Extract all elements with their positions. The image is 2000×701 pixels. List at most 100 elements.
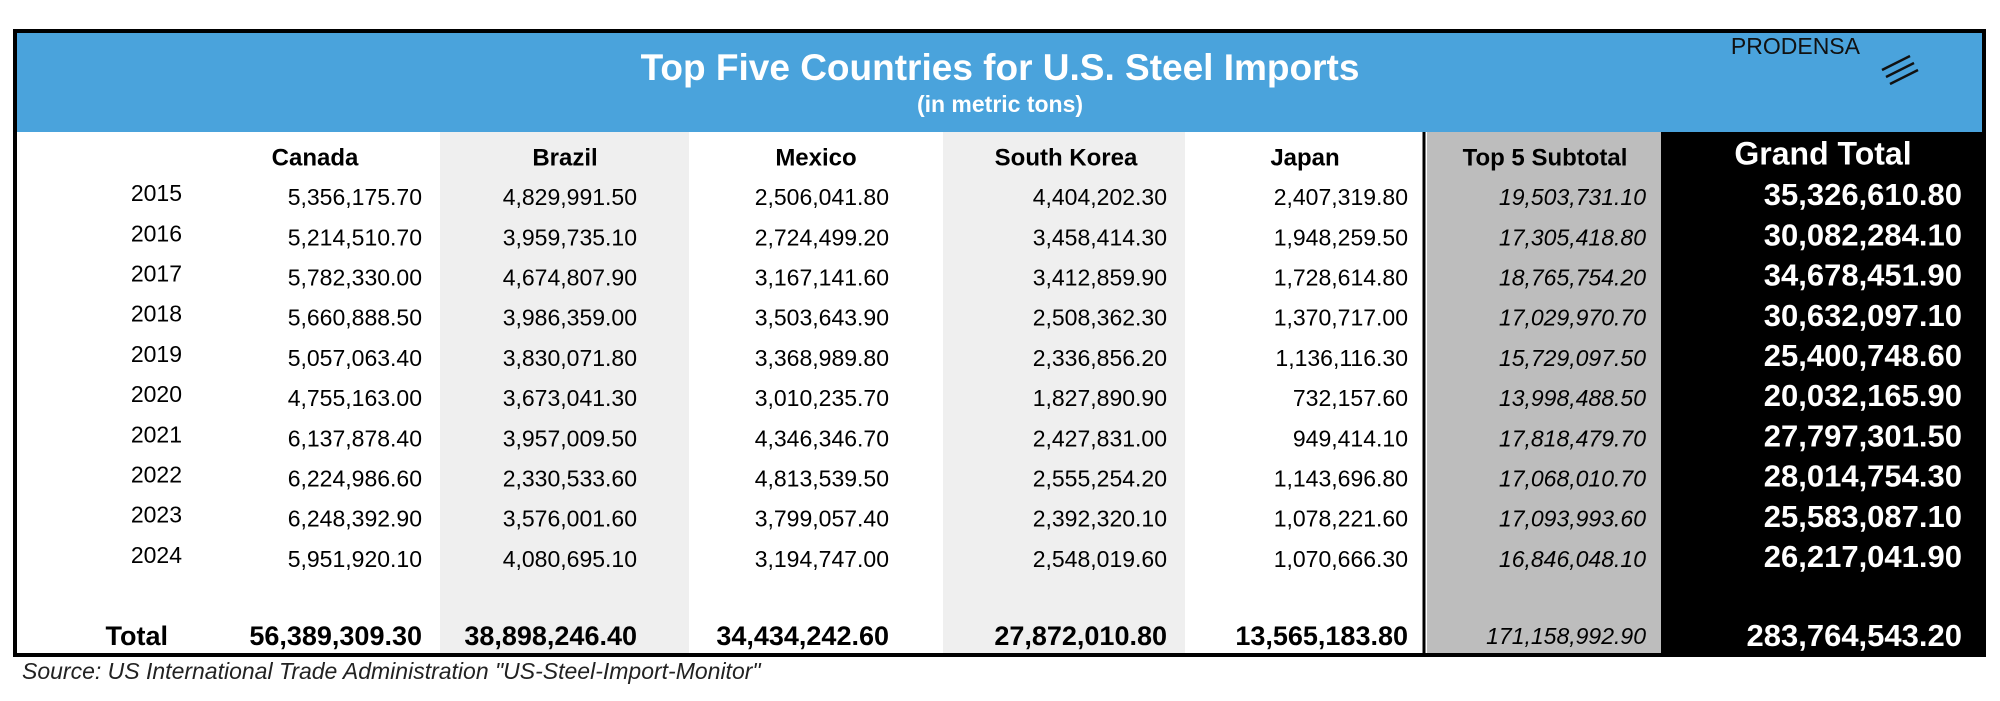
subtotal-cell: 19,503,731.10 — [1499, 184, 1646, 210]
total-cell: 34,434,242.60 — [716, 621, 889, 651]
value-cell: 3,503,643.90 — [755, 305, 889, 331]
subtotal-cell: 17,068,010.70 — [1499, 465, 1646, 491]
value-cell: 2,427,831.00 — [1033, 425, 1167, 451]
value-cell: 4,404,202.30 — [1033, 184, 1167, 210]
value-cell: 5,660,888.50 — [288, 305, 422, 331]
subtotal-shade — [1427, 132, 1661, 655]
value-cell: 2,506,041.80 — [755, 184, 889, 210]
value-cell: 5,214,510.70 — [288, 224, 422, 250]
subtotal-cell: 17,818,479.70 — [1499, 425, 1646, 451]
column-header: Japan — [1270, 144, 1339, 171]
grand-total-cell: 30,632,097.10 — [1764, 298, 1962, 333]
value-cell: 6,137,878.40 — [288, 425, 422, 451]
value-cell: 3,576,001.60 — [503, 506, 637, 532]
source-note: Source: US International Trade Administr… — [22, 658, 762, 684]
value-cell: 2,724,499.20 — [755, 224, 889, 250]
total-cell: 13,565,183.80 — [1235, 621, 1408, 651]
value-cell: 3,957,009.50 — [503, 425, 637, 451]
value-cell: 732,157.60 — [1293, 385, 1408, 411]
row-label: 2018 — [131, 301, 182, 327]
grand-total-cell: 30,082,284.10 — [1764, 217, 1962, 252]
value-cell: 6,248,392.90 — [288, 506, 422, 532]
value-cell: 3,167,141.60 — [755, 264, 889, 290]
grand-total-shade — [1661, 132, 1984, 655]
value-cell: 3,458,414.30 — [1033, 224, 1167, 250]
column-header: Brazil — [532, 144, 597, 171]
row-label: 2021 — [131, 421, 182, 447]
table-border — [13, 29, 1986, 657]
value-cell: 2,555,254.20 — [1033, 465, 1167, 491]
value-cell: 4,346,346.70 — [755, 425, 889, 451]
value-cell: 6,224,986.60 — [288, 465, 422, 491]
row-label: 2020 — [131, 381, 182, 407]
subtotal-cell: 17,029,970.70 — [1499, 305, 1646, 331]
grand-total-cell: 34,678,451.90 — [1764, 258, 1962, 293]
row-label: 2024 — [131, 542, 182, 568]
column-shade — [943, 132, 1185, 655]
value-cell: 3,368,989.80 — [755, 345, 889, 371]
total-cell: 283,764,543.20 — [1747, 618, 1963, 653]
value-cell: 5,782,330.00 — [288, 264, 422, 290]
row-label: 2015 — [131, 180, 182, 206]
value-cell: 2,508,362.30 — [1033, 305, 1167, 331]
subtotal-cell: 13,998,488.50 — [1499, 385, 1646, 411]
row-label: 2022 — [131, 461, 182, 487]
grand-total-cell: 27,797,301.50 — [1764, 418, 1962, 453]
value-cell: 1,136,116.30 — [1275, 345, 1408, 371]
total-cell: 56,389,309.30 — [249, 621, 422, 651]
grand-total-cell: 20,032,165.90 — [1764, 378, 1962, 413]
grand-total-cell: 28,014,754.30 — [1764, 459, 1962, 494]
value-cell: 3,830,071.80 — [503, 345, 637, 371]
logo-mark — [1881, 54, 1919, 86]
value-cell: 3,010,235.70 — [755, 385, 889, 411]
row-label: 2017 — [131, 260, 182, 286]
value-cell: 5,951,920.10 — [288, 546, 422, 572]
value-cell: 2,330,533.60 — [503, 465, 637, 491]
header-band — [15, 31, 1984, 132]
grand-total-cell: 26,217,041.90 — [1764, 539, 1962, 574]
value-cell: 3,673,041.30 — [503, 385, 637, 411]
value-cell: 4,674,807.90 — [503, 264, 637, 290]
value-cell: 4,755,163.00 — [288, 385, 422, 411]
grand-total-cell: 35,326,610.80 — [1764, 177, 1962, 212]
value-cell: 4,080,695.10 — [503, 546, 637, 572]
value-cell: 3,959,735.10 — [503, 224, 637, 250]
logo: PRODENSA — [1731, 33, 1861, 59]
value-cell: 2,392,320.10 — [1033, 506, 1167, 532]
value-cell: 949,414.10 — [1293, 425, 1408, 451]
value-cell: 1,078,221.60 — [1274, 506, 1408, 532]
column-header: Mexico — [775, 144, 856, 171]
column-header: Canada — [272, 144, 359, 171]
value-cell: 3,194,747.00 — [755, 546, 889, 572]
value-cell: 4,813,539.50 — [755, 465, 889, 491]
subtotal-cell: 15,729,097.50 — [1499, 345, 1646, 371]
total-cell: 38,898,246.40 — [464, 621, 637, 651]
value-cell: 4,829,991.50 — [503, 184, 637, 210]
value-cell: 1,143,696.80 — [1274, 465, 1408, 491]
column-shade — [440, 132, 689, 655]
row-label: 2019 — [131, 341, 182, 367]
value-cell: 3,412,859.90 — [1033, 264, 1167, 290]
subtotal-cell: 17,093,993.60 — [1499, 506, 1646, 532]
column-header: Grand Total — [1734, 135, 1911, 171]
row-label: 2023 — [131, 502, 182, 528]
value-cell: 1,370,717.00 — [1274, 305, 1408, 331]
subtotal-cell: 18,765,754.20 — [1499, 264, 1646, 290]
subtitle: (in metric tons) — [917, 91, 1083, 117]
title: Top Five Countries for U.S. Steel Import… — [641, 47, 1360, 88]
value-cell: 1,948,259.50 — [1274, 224, 1408, 250]
total-cell: 27,872,010.80 — [994, 621, 1167, 651]
value-cell: 3,986,359.00 — [503, 305, 637, 331]
value-cell: 1,070,666.30 — [1274, 546, 1408, 572]
subtotal-cell: 16,846,048.10 — [1499, 546, 1646, 572]
value-cell: 3,799,057.40 — [755, 506, 889, 532]
grand-total-cell: 25,400,748.60 — [1764, 338, 1962, 373]
column-header: South Korea — [995, 144, 1138, 171]
row-label: 2016 — [131, 220, 182, 246]
total-label: Total — [106, 621, 169, 651]
grand-total-cell: 25,583,087.10 — [1764, 499, 1962, 534]
value-cell: 1,827,890.90 — [1033, 385, 1167, 411]
column-header: Top 5 Subtotal — [1463, 144, 1628, 171]
value-cell: 2,548,019.60 — [1033, 546, 1167, 572]
